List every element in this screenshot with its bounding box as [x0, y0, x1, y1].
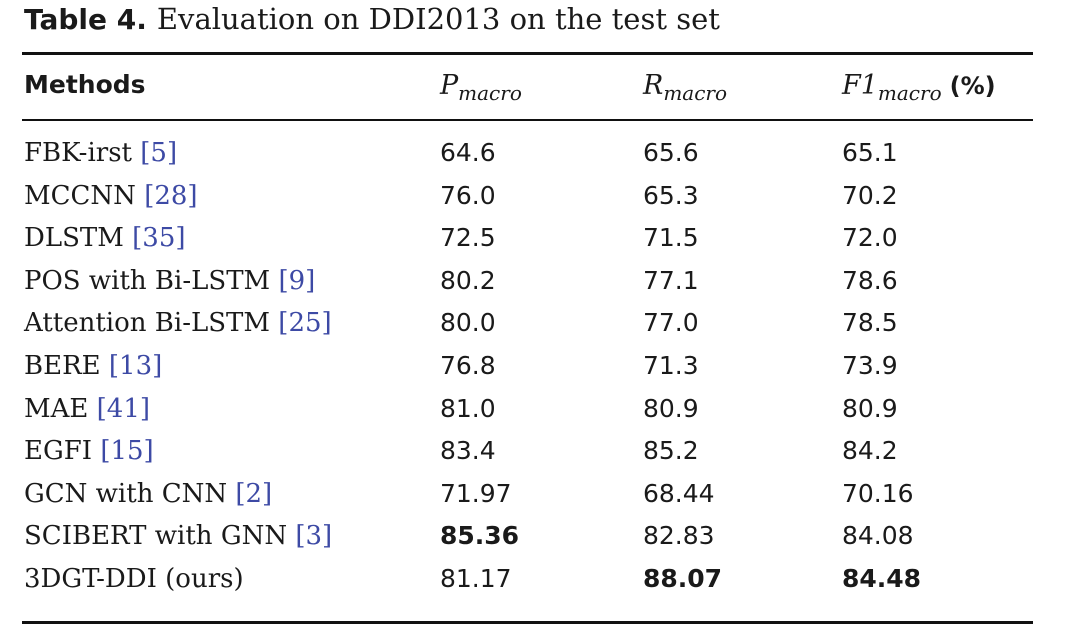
method-name: SCIBERT with GNN — [24, 521, 296, 552]
f1-macro-cell: 84.2 — [842, 436, 898, 466]
f1-macro-cell: 78.5 — [842, 308, 898, 338]
table-row: MAE [41] 81.0 80.9 80.9 — [0, 394, 1080, 437]
table-row: FBK-irst [5] 64.6 65.6 65.1 — [0, 138, 1080, 181]
r-macro-cell: 65.3 — [643, 180, 699, 210]
method-cell: SCIBERT with GNN [3] — [24, 521, 332, 551]
table-row: MCCNN [28] 76.0 65.3 70.2 — [0, 181, 1080, 224]
citation-link[interactable]: [5] — [140, 138, 178, 168]
p-macro-cell: 81.0 — [440, 393, 496, 423]
header-r-macro: Rmacro — [643, 70, 728, 105]
p-macro-cell: 72.5 — [440, 223, 496, 253]
r-macro-cell: 80.9 — [643, 393, 699, 423]
r-macro-cell: 68.44 — [643, 478, 715, 508]
table-row: EGFI [15] 83.4 85.2 84.2 — [0, 436, 1080, 479]
f1-macro-cell: 78.6 — [842, 265, 898, 295]
top-rule — [22, 52, 1033, 55]
p-macro-cell: 85.36 — [440, 521, 520, 551]
p-macro-cell: 81.17 — [440, 563, 512, 593]
method-name: GCN with CNN — [24, 478, 236, 509]
header-methods: Methods — [24, 70, 146, 99]
method-cell: FBK-irst [5] — [24, 138, 177, 168]
header-f1-macro: F1macro (%) — [842, 70, 996, 105]
citation-link[interactable]: [2] — [235, 478, 273, 509]
r-macro-cell: 77.0 — [643, 308, 699, 338]
method-name: MCCNN — [24, 180, 145, 211]
citation-link[interactable]: [28] — [144, 180, 198, 211]
method-cell: MCCNN [28] — [24, 181, 198, 211]
table-header: Methods Pmacro Rmacro F1macro (%) — [0, 62, 1080, 114]
f1-macro-cell: 70.16 — [842, 478, 914, 508]
r-macro-cell: 77.1 — [643, 265, 699, 295]
method-cell: DLSTM [35] — [24, 223, 186, 253]
method-cell: EGFI [15] — [24, 436, 154, 466]
method-name: 3DGT-DDI (ours) — [24, 563, 244, 594]
table-row: BERE [13] 76.8 71.3 73.9 — [0, 351, 1080, 394]
method-cell: 3DGT-DDI (ours) — [24, 564, 244, 594]
f1-macro-cell: 84.08 — [842, 521, 914, 551]
p-macro-cell: 64.6 — [440, 138, 496, 167]
table-row: SCIBERT with GNN [3] 85.36 82.83 84.08 — [0, 521, 1080, 564]
method-name: BERE — [24, 350, 109, 381]
citation-link[interactable]: [13] — [108, 350, 163, 381]
table-body: FBK-irst [5] 64.6 65.6 65.1 MCCNN [28] 76.0 65… — [0, 138, 1080, 607]
table-row: GCN with CNN [2] 71.97 68.44 70.16 — [0, 479, 1080, 522]
r-macro-cell: 88.07 — [643, 563, 723, 593]
method-cell: POS with Bi-LSTM [9] — [24, 266, 315, 296]
table-row: POS with Bi-LSTM [9] 80.2 77.1 78.6 — [0, 266, 1080, 309]
method-cell: BERE [13] — [24, 351, 162, 381]
r-macro-cell: 65.6 — [643, 138, 699, 167]
caption-label: Table 4. — [24, 3, 147, 36]
method-cell: GCN with CNN [2] — [24, 479, 272, 509]
citation-link[interactable]: [9] — [278, 265, 316, 296]
p-macro-cell: 76.8 — [440, 350, 496, 380]
r-macro-cell: 71.3 — [643, 350, 699, 380]
f1-macro-cell: 72.0 — [842, 223, 898, 253]
table-caption: Table 4. Evaluation on DDI2013 on the tes… — [24, 2, 720, 37]
p-macro-cell: 80.2 — [440, 265, 496, 295]
header-unit: (%) — [949, 72, 996, 100]
header-p-macro: Pmacro — [440, 70, 522, 105]
method-name: MAE — [24, 393, 97, 424]
f1-macro-cell: 84.48 — [842, 563, 922, 593]
method-cell: MAE [41] — [24, 394, 150, 424]
f1-macro-cell: 70.2 — [842, 180, 898, 210]
r-macro-cell: 71.5 — [643, 223, 699, 253]
f1-macro-cell: 73.9 — [842, 350, 898, 380]
p-macro-cell: 71.97 — [440, 478, 512, 508]
citation-link[interactable]: [35] — [132, 223, 186, 254]
citation-link[interactable]: [15] — [100, 436, 154, 467]
f1-macro-cell: 80.9 — [842, 393, 898, 423]
p-macro-cell: 76.0 — [440, 180, 496, 210]
caption-text: Evaluation on DDI2013 on the test set — [156, 2, 720, 36]
method-cell: Attention Bi-LSTM [25] — [24, 308, 332, 338]
f1-macro-cell: 65.1 — [842, 138, 898, 167]
citation-link[interactable]: [41] — [96, 393, 151, 424]
method-name: EGFI — [24, 436, 101, 467]
table-row: Attention Bi-LSTM [25] 80.0 77.0 78.5 — [0, 308, 1080, 351]
method-name: FBK-irst — [24, 138, 141, 168]
method-name: Attention Bi-LSTM — [24, 308, 279, 339]
p-macro-cell: 83.4 — [440, 436, 496, 466]
header-rule — [22, 119, 1033, 121]
bottom-rule — [22, 621, 1033, 624]
citation-link[interactable]: [25] — [278, 308, 332, 339]
table-row: DLSTM [35] 72.5 71.5 72.0 — [0, 223, 1080, 266]
citation-link[interactable]: [3] — [295, 521, 333, 552]
p-macro-cell: 80.0 — [440, 308, 496, 338]
method-name: POS with Bi-LSTM — [24, 265, 279, 296]
table-row: 3DGT-DDI (ours) 81.17 88.07 84.48 — [0, 564, 1080, 607]
r-macro-cell: 82.83 — [643, 521, 715, 551]
r-macro-cell: 85.2 — [643, 436, 699, 466]
method-name: DLSTM — [24, 223, 133, 254]
